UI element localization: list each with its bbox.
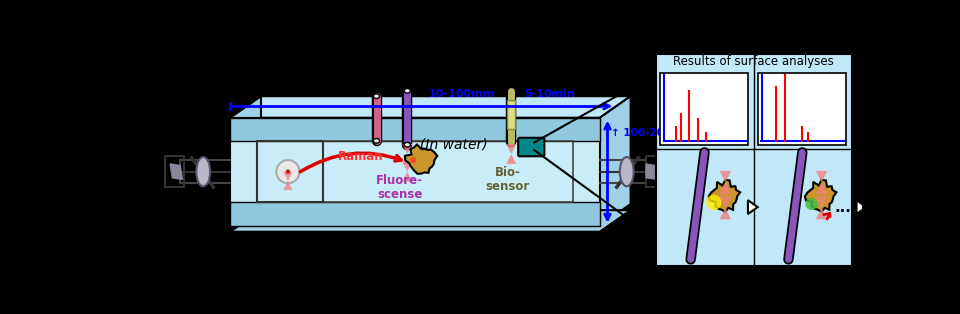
- Polygon shape: [804, 180, 836, 212]
- Text: 10-100mm: 10-100mm: [428, 89, 494, 99]
- Polygon shape: [230, 210, 631, 232]
- Circle shape: [410, 157, 417, 163]
- Polygon shape: [816, 171, 828, 194]
- Polygon shape: [720, 196, 732, 219]
- Text: (In water): (In water): [420, 138, 488, 152]
- Ellipse shape: [197, 157, 210, 186]
- Ellipse shape: [404, 89, 410, 93]
- Polygon shape: [646, 164, 658, 179]
- Circle shape: [276, 160, 300, 183]
- Text: ...: ...: [834, 200, 852, 214]
- Polygon shape: [230, 203, 600, 225]
- Polygon shape: [405, 144, 437, 174]
- Polygon shape: [283, 172, 293, 190]
- Text: Fluore-
scense: Fluore- scense: [376, 174, 423, 201]
- Polygon shape: [600, 96, 631, 225]
- Polygon shape: [660, 73, 749, 145]
- Polygon shape: [816, 196, 828, 219]
- Polygon shape: [708, 180, 740, 212]
- Circle shape: [286, 169, 290, 174]
- Polygon shape: [230, 96, 261, 225]
- Ellipse shape: [620, 157, 634, 186]
- Polygon shape: [402, 162, 412, 182]
- Polygon shape: [856, 200, 866, 214]
- Text: Bio-
sensor: Bio- sensor: [485, 166, 530, 193]
- Text: 5-10min: 5-10min: [524, 89, 575, 99]
- Polygon shape: [402, 144, 412, 164]
- Ellipse shape: [373, 94, 379, 99]
- Text: Results of surface analyses: Results of surface analyses: [673, 55, 834, 68]
- Polygon shape: [748, 200, 757, 214]
- Circle shape: [805, 198, 818, 210]
- FancyBboxPatch shape: [508, 100, 516, 129]
- FancyBboxPatch shape: [518, 138, 544, 156]
- Polygon shape: [720, 171, 732, 194]
- Ellipse shape: [404, 143, 410, 147]
- Text: Raman: Raman: [338, 150, 384, 163]
- Polygon shape: [656, 54, 852, 266]
- Polygon shape: [757, 73, 846, 145]
- Ellipse shape: [373, 138, 379, 143]
- Polygon shape: [230, 96, 631, 118]
- Polygon shape: [230, 118, 600, 225]
- Polygon shape: [506, 144, 516, 164]
- Polygon shape: [230, 118, 600, 141]
- Text: ↑ 100-200μm: ↑ 100-200μm: [612, 128, 690, 138]
- Circle shape: [706, 195, 722, 210]
- Polygon shape: [170, 164, 182, 179]
